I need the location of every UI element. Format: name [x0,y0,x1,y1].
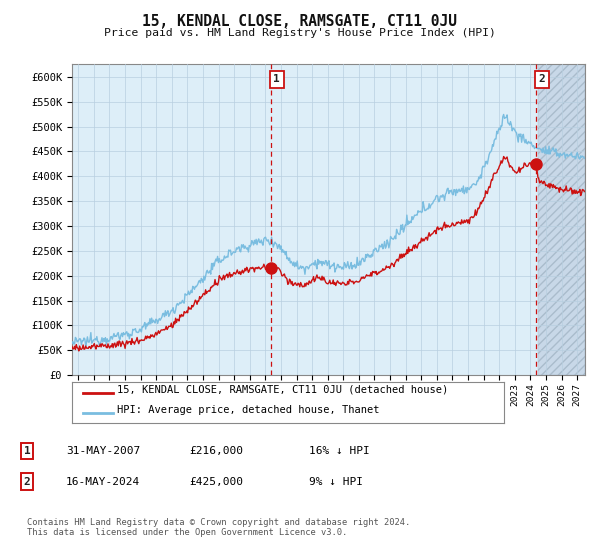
Text: 15, KENDAL CLOSE, RAMSGATE, CT11 0JU: 15, KENDAL CLOSE, RAMSGATE, CT11 0JU [143,14,458,29]
Text: 31-MAY-2007: 31-MAY-2007 [66,446,140,456]
Text: 16% ↓ HPI: 16% ↓ HPI [309,446,370,456]
Text: 15, KENDAL CLOSE, RAMSGATE, CT11 0JU (detached house): 15, KENDAL CLOSE, RAMSGATE, CT11 0JU (de… [118,385,449,395]
Text: 2: 2 [539,74,545,85]
Text: Contains HM Land Registry data © Crown copyright and database right 2024.
This d: Contains HM Land Registry data © Crown c… [27,518,410,538]
Text: 16-MAY-2024: 16-MAY-2024 [66,477,140,487]
Text: £216,000: £216,000 [189,446,243,456]
Text: 1: 1 [274,74,280,85]
Text: Price paid vs. HM Land Registry's House Price Index (HPI): Price paid vs. HM Land Registry's House … [104,28,496,38]
Text: 2: 2 [23,477,31,487]
Bar [538,64,585,375]
Text: 1: 1 [23,446,31,456]
Text: 9% ↓ HPI: 9% ↓ HPI [309,477,363,487]
Text: HPI: Average price, detached house, Thanet: HPI: Average price, detached house, Than… [118,405,380,415]
Text: £425,000: £425,000 [189,477,243,487]
